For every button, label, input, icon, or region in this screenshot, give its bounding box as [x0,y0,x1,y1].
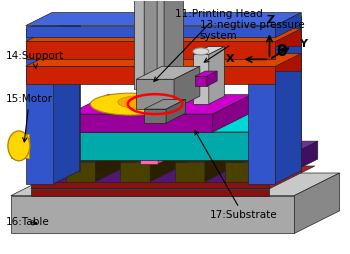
Polygon shape [193,54,209,104]
Polygon shape [150,139,195,182]
Polygon shape [65,162,96,182]
Polygon shape [164,0,183,109]
Polygon shape [273,17,301,171]
Polygon shape [11,134,29,158]
Text: X: X [226,54,234,64]
Polygon shape [207,71,217,86]
Polygon shape [158,151,171,164]
Polygon shape [275,13,301,38]
Polygon shape [144,0,157,89]
Polygon shape [26,17,79,29]
Polygon shape [247,17,301,29]
Polygon shape [175,162,205,182]
Polygon shape [96,139,141,182]
Polygon shape [52,17,79,171]
Ellipse shape [193,48,209,55]
Polygon shape [193,47,224,54]
Polygon shape [209,47,224,104]
Polygon shape [46,109,295,132]
Polygon shape [52,53,301,71]
Text: 11:Printing Head: 11:Printing Head [154,9,263,81]
Polygon shape [26,26,275,38]
Polygon shape [148,0,164,109]
Polygon shape [120,162,150,182]
Polygon shape [29,164,272,182]
Polygon shape [175,139,250,162]
Polygon shape [225,139,300,162]
Polygon shape [136,66,200,79]
Text: 15:Motor: 15:Motor [6,94,53,142]
Polygon shape [144,99,186,109]
Polygon shape [140,158,158,164]
Polygon shape [250,109,295,160]
Polygon shape [144,109,166,123]
Text: 16:Table: 16:Table [6,217,50,228]
Polygon shape [136,79,174,109]
Ellipse shape [8,131,30,161]
Polygon shape [29,141,318,164]
Polygon shape [26,13,301,26]
Ellipse shape [118,96,162,109]
Polygon shape [174,66,200,109]
Polygon shape [54,17,79,184]
Polygon shape [11,196,294,233]
Polygon shape [195,71,217,76]
Polygon shape [11,173,340,196]
Polygon shape [65,139,141,162]
Polygon shape [140,151,171,158]
Polygon shape [49,158,66,164]
Polygon shape [225,162,254,182]
Ellipse shape [90,93,170,115]
Text: 10:ccd: 10:ccd [0,253,1,254]
Polygon shape [26,29,54,184]
Polygon shape [69,114,213,132]
Polygon shape [213,95,252,132]
Text: 13:negtive pressure
system: 13:negtive pressure system [200,20,304,62]
Polygon shape [134,0,144,89]
Polygon shape [26,66,275,84]
Text: Z: Z [266,14,274,25]
Polygon shape [26,53,301,66]
Polygon shape [120,139,195,162]
Polygon shape [52,28,301,46]
Polygon shape [26,41,275,59]
Polygon shape [31,181,270,188]
Text: 14:Support: 14:Support [6,51,64,68]
Polygon shape [31,166,315,189]
Polygon shape [195,76,207,86]
Polygon shape [31,158,315,181]
Text: Y: Y [299,39,307,49]
Polygon shape [49,151,79,158]
Polygon shape [66,151,79,164]
Polygon shape [272,141,318,182]
Polygon shape [46,132,250,160]
Polygon shape [31,189,270,196]
Polygon shape [294,173,339,233]
Polygon shape [254,139,300,182]
Polygon shape [69,95,252,114]
Polygon shape [275,17,301,184]
Text: θ: θ [276,44,287,59]
Text: 17:Substrate: 17:Substrate [195,131,278,220]
Polygon shape [205,139,250,182]
Polygon shape [247,29,275,184]
Polygon shape [166,99,186,123]
Polygon shape [26,28,301,41]
